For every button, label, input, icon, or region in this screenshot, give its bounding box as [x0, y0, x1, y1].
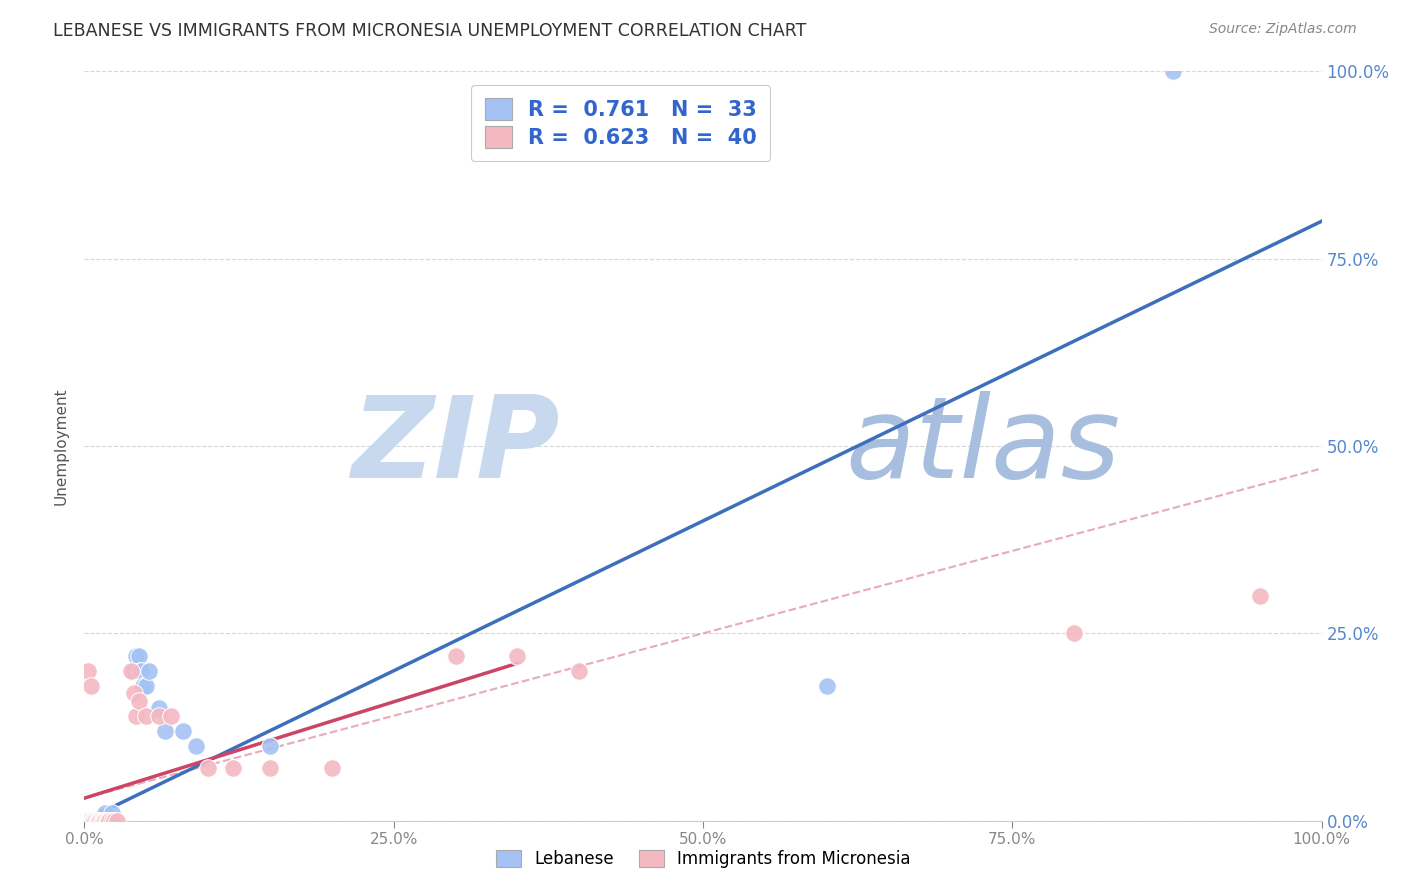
Point [79, 814, 101, 828]
Point [79, 814, 101, 828]
Point [1249, 589, 1271, 603]
Point [86, 814, 108, 828]
Point [89, 814, 111, 828]
Point [103, 814, 125, 828]
Point [122, 664, 145, 678]
Point [148, 708, 170, 723]
Point [77, 664, 100, 678]
Point [84, 814, 107, 828]
Point [83, 814, 105, 828]
Point [222, 761, 245, 775]
Point [131, 679, 153, 693]
Point [89, 814, 111, 828]
Point [80, 814, 103, 828]
Point [90, 814, 112, 828]
Point [128, 694, 150, 708]
Point [93, 814, 115, 828]
Point [94, 814, 117, 828]
Point [135, 708, 157, 723]
Point [87, 814, 110, 828]
Point [815, 679, 838, 693]
Point [568, 664, 591, 678]
Text: ZIP: ZIP [353, 391, 561, 501]
Point [259, 739, 281, 753]
Point [197, 761, 219, 775]
Point [83, 814, 105, 828]
Point [1063, 626, 1085, 640]
Point [76, 814, 98, 828]
Point [79, 679, 101, 693]
Point [120, 664, 142, 678]
Point [82, 814, 104, 828]
Text: LEBANESE VS IMMIGRANTS FROM MICRONESIA UNEMPLOYMENT CORRELATION CHART: LEBANESE VS IMMIGRANTS FROM MICRONESIA U… [53, 22, 807, 40]
Point [105, 814, 128, 828]
Point [80, 814, 103, 828]
Point [129, 664, 152, 678]
Point [86, 814, 108, 828]
Point [91, 814, 114, 828]
Point [82, 814, 104, 828]
Point [96, 814, 118, 828]
Point [122, 686, 145, 700]
Point [129, 664, 152, 678]
Legend: Lebanese, Immigrants from Micronesia: Lebanese, Immigrants from Micronesia [489, 843, 917, 875]
Point [91, 814, 114, 828]
Point [321, 761, 343, 775]
Point [76, 814, 98, 828]
Point [94, 806, 117, 821]
Point [98, 814, 121, 828]
Point [125, 648, 148, 663]
Point [84, 814, 107, 828]
Point [93, 814, 115, 828]
Point [259, 761, 281, 775]
Point [79, 814, 101, 828]
Point [184, 739, 207, 753]
Point [128, 648, 150, 663]
Point [153, 723, 176, 738]
Point [138, 664, 160, 678]
Legend: R =  0.761   N =  33, R =  0.623   N =  40: R = 0.761 N = 33, R = 0.623 N = 40 [471, 85, 770, 161]
Point [98, 814, 121, 828]
Point [77, 814, 100, 828]
Point [125, 708, 148, 723]
Point [103, 814, 125, 828]
Point [172, 723, 194, 738]
Y-axis label: Unemployment: Unemployment [53, 387, 69, 505]
Point [89, 814, 111, 828]
Text: Source: ZipAtlas.com: Source: ZipAtlas.com [1209, 22, 1357, 37]
Point [97, 814, 120, 828]
Point [444, 648, 467, 663]
Point [100, 814, 122, 828]
Point [90, 814, 112, 828]
Point [1161, 64, 1184, 78]
Point [160, 708, 183, 723]
Point [79, 814, 101, 828]
Point [135, 679, 157, 693]
Point [89, 814, 111, 828]
Point [96, 814, 118, 828]
Point [506, 648, 529, 663]
Point [100, 806, 122, 821]
Point [148, 701, 170, 715]
Text: atlas: atlas [845, 391, 1121, 501]
